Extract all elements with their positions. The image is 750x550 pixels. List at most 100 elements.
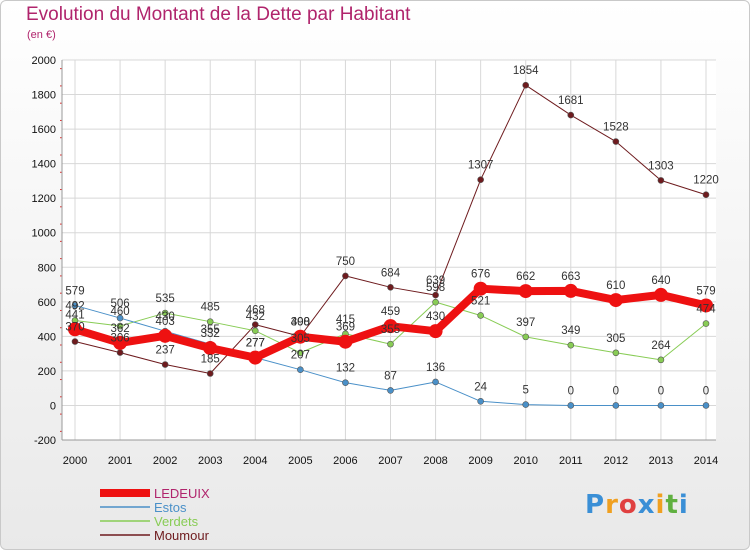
legend-label-verdets: Verdets [154,514,199,529]
data-label-ledeuix: 277 [246,338,265,350]
legend-label-moumour: Moumour [154,528,210,543]
data-label-moumour: 1307 [468,160,494,172]
data-label-moumour: 237 [156,345,175,357]
grid-lines [62,59,716,441]
x-tick-label: 2004 [243,455,267,467]
data-label-estos: 207 [291,350,310,362]
data-point-moumour [116,349,124,356]
data-label-estos: 0 [658,385,664,397]
data-label-verdets: 415 [336,314,355,326]
data-point-estos [71,302,79,309]
data-point-moumour [71,338,79,345]
logo-letter: o [618,490,638,520]
data-point-ledeuix [653,287,668,302]
data-point-ledeuix [473,281,488,296]
x-tick-label: 2009 [468,455,492,467]
data-point-verdets [206,318,214,325]
data-label-estos: 430 [156,311,175,323]
logo-letter: P [585,490,606,520]
data-label-verdets: 432 [246,311,265,323]
y-tick-label: 0 [50,400,56,412]
x-tick-label: 2010 [513,455,537,467]
data-point-ledeuix [518,284,533,299]
data-point-moumour [522,81,530,89]
data-label-moumour: 1303 [648,160,674,172]
y-tick-label: -200 [34,435,56,447]
x-tick-label: 2011 [559,455,583,467]
data-label-ledeuix: 610 [606,280,625,292]
y-tick-label: 1600 [32,124,56,136]
y-tick-label: 200 [38,366,56,378]
data-point-verdets [657,356,665,364]
data-label-verdets: 521 [471,295,490,307]
y-tick-label: 1400 [32,159,56,171]
data-label-moumour: 1220 [693,175,719,187]
data-label-ledeuix: 332 [201,328,220,340]
data-point-verdets [116,322,124,330]
data-label-estos: 5 [523,385,529,397]
series-lines [68,81,713,409]
y-tick-label: 2000 [32,55,56,67]
x-tick-label: 2002 [153,455,177,467]
data-point-estos [477,398,484,405]
data-point-ledeuix [563,283,578,298]
data-label-ledeuix: 676 [471,269,490,281]
y-tick-label: 1000 [32,228,56,240]
data-label-verdets: 355 [381,324,400,336]
logo-letter: t [665,490,679,520]
y-tick-label: 1200 [32,193,56,205]
data-point-estos [522,401,530,408]
data-label-moumour: 1528 [603,122,629,134]
data-labels: 441 362 403 332 277 398 369 459 430 676 662 663 610 6… [65,65,718,397]
data-label-ledeuix: 459 [381,306,400,318]
data-label-verdets: 305 [606,333,625,345]
data-point-estos [297,366,304,374]
data-point-ledeuix [248,350,263,365]
data-label-verdets: 397 [516,317,535,329]
chart-title: Evolution du Montant de la Dette par Hab… [26,4,411,25]
y-tick-label: 400 [38,331,56,343]
data-label-estos: 0 [613,385,619,397]
data-label-ledeuix: 441 [65,309,84,321]
data-point-ledeuix [203,341,218,356]
data-label-moumour: 306 [110,333,129,345]
data-label-moumour: 370 [65,322,84,334]
data-label-verdets: 492 [65,300,84,312]
data-point-estos [387,387,394,394]
logo-letter: i [655,490,666,520]
data-label-verdets: 305 [291,333,310,345]
data-label-verdets: 460 [110,306,129,318]
data-label-ledeuix: 640 [651,275,670,287]
data-point-estos [432,378,439,386]
data-label-ledeuix: 403 [156,316,175,328]
data-label-ledeuix: 398 [291,317,310,329]
data-point-verdets [477,312,484,319]
data-point-verdets [567,341,575,349]
data-point-verdets [297,349,304,357]
data-point-ledeuix [428,324,443,339]
data-point-moumour [657,177,665,184]
y-tick-label: 600 [38,297,56,309]
data-point-estos [657,402,665,409]
data-label-verdets: 264 [651,340,671,352]
data-label-moumour: 1854 [513,65,539,77]
data-label-estos: 87 [384,370,397,382]
data-label-moumour: 1681 [558,95,584,107]
data-label-ledeuix: 663 [561,271,580,283]
data-point-verdets [432,298,439,306]
data-label-moumour: 400 [291,316,310,328]
proxiti-logo: Proxiti [585,490,689,520]
data-point-verdets [161,309,169,317]
x-tick-label: 2012 [604,455,628,467]
data-point-ledeuix [293,329,308,344]
data-point-moumour [477,176,484,183]
x-tick-label: 2014 [694,455,718,467]
x-tick-label: 2000 [63,455,87,467]
x-tick-label: 2013 [649,455,673,467]
data-label-ledeuix: 362 [110,323,129,335]
chart-subtitle: (en €) [27,29,56,41]
data-point-estos [612,402,620,409]
x-tick-label: 2003 [198,455,222,467]
